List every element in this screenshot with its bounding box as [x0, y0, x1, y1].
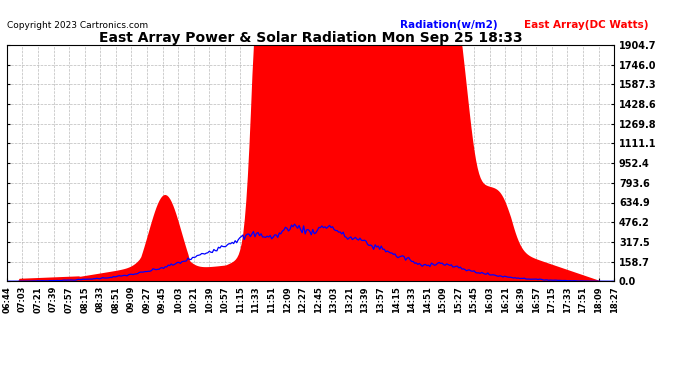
Text: Copyright 2023 Cartronics.com: Copyright 2023 Cartronics.com	[7, 21, 148, 30]
Text: Radiation(w/m2): Radiation(w/m2)	[400, 20, 497, 30]
Text: East Array(DC Watts): East Array(DC Watts)	[524, 20, 649, 30]
Title: East Array Power & Solar Radiation Mon Sep 25 18:33: East Array Power & Solar Radiation Mon S…	[99, 31, 522, 45]
